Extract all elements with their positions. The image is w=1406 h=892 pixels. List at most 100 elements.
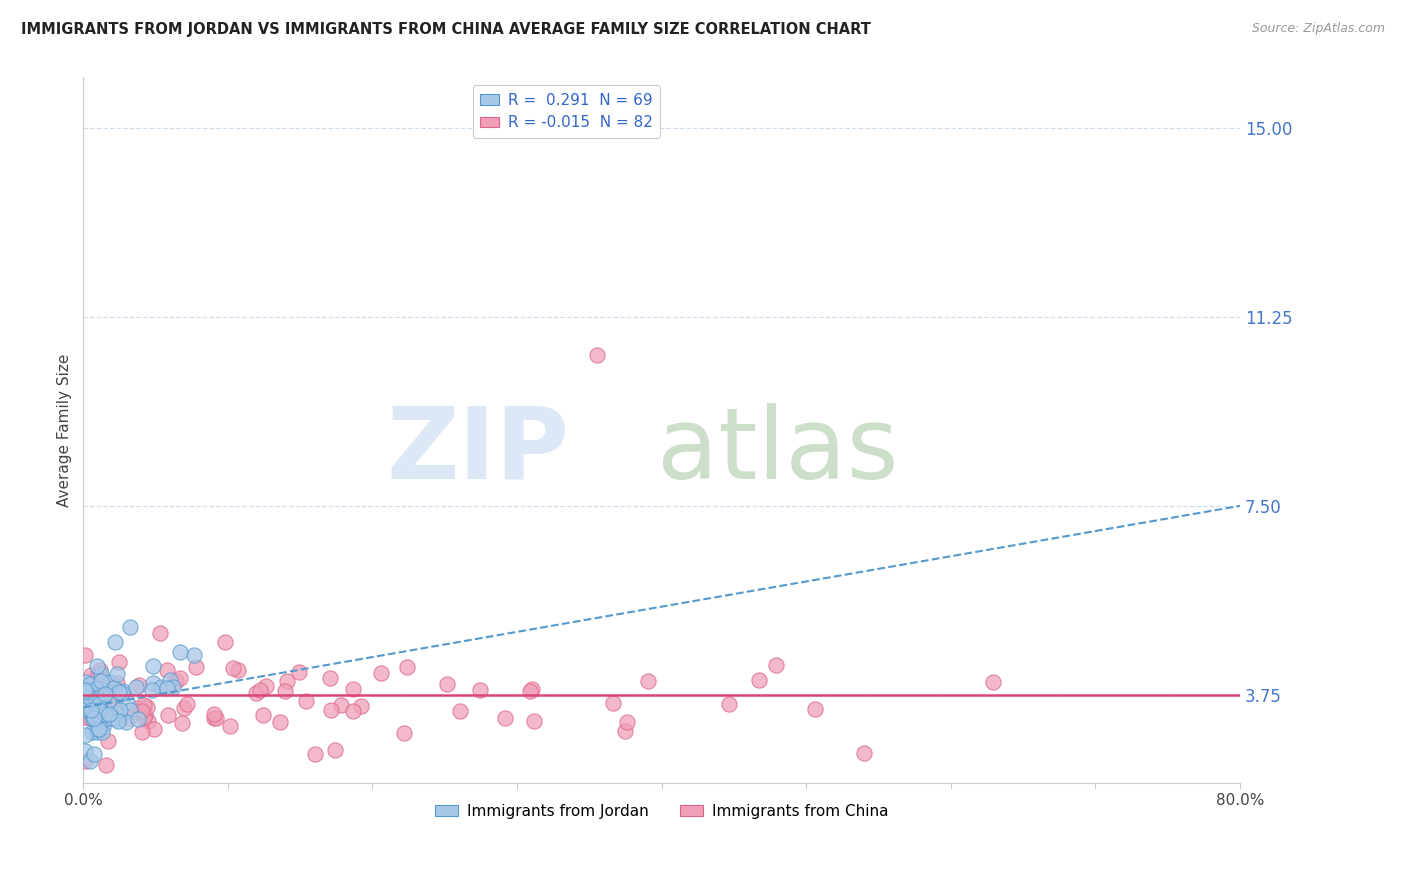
Point xyxy=(637,674,659,689)
Point xyxy=(87,703,110,717)
Point xyxy=(249,683,271,698)
Point xyxy=(90,693,112,707)
Point xyxy=(205,711,228,725)
Point xyxy=(142,659,165,673)
Point xyxy=(131,704,153,718)
Point xyxy=(156,663,179,677)
Point xyxy=(149,625,172,640)
Point xyxy=(173,701,195,715)
Point xyxy=(157,707,180,722)
Point xyxy=(89,708,111,723)
Point xyxy=(104,706,127,720)
Point xyxy=(132,710,155,724)
Text: ZIP: ZIP xyxy=(387,403,569,500)
Text: IMMIGRANTS FROM JORDAN VS IMMIGRANTS FROM CHINA AVERAGE FAMILY SIZE CORRELATION : IMMIGRANTS FROM JORDAN VS IMMIGRANTS FRO… xyxy=(21,22,870,37)
Point xyxy=(136,714,159,728)
Point xyxy=(852,746,875,760)
Point xyxy=(319,703,342,717)
Point xyxy=(75,754,97,768)
Point xyxy=(202,707,225,722)
Point xyxy=(118,620,141,634)
Point xyxy=(202,711,225,725)
Point xyxy=(86,722,108,736)
Point xyxy=(73,648,96,662)
Point xyxy=(73,695,96,709)
Point xyxy=(470,683,492,698)
Point xyxy=(93,712,115,726)
Point xyxy=(276,674,298,689)
Point xyxy=(82,712,104,726)
Point xyxy=(98,707,121,722)
Point xyxy=(77,690,100,704)
Point xyxy=(149,680,172,694)
Point xyxy=(107,714,129,729)
Point xyxy=(131,703,153,717)
Point xyxy=(165,673,187,688)
Point xyxy=(94,758,117,772)
Point xyxy=(170,716,193,731)
Point xyxy=(108,703,131,717)
Point xyxy=(82,725,104,739)
Point xyxy=(125,680,148,694)
Point xyxy=(79,677,101,691)
Point xyxy=(91,707,114,722)
Point xyxy=(108,684,131,698)
Point xyxy=(80,703,103,717)
Point xyxy=(134,698,156,713)
Point xyxy=(83,747,105,761)
Legend: Immigrants from Jordan, Immigrants from China: Immigrants from Jordan, Immigrants from … xyxy=(429,797,894,825)
Point xyxy=(89,697,111,711)
Point xyxy=(585,348,607,362)
Point xyxy=(76,702,98,716)
Point xyxy=(273,684,295,698)
Point xyxy=(79,711,101,725)
Point xyxy=(169,645,191,659)
Point xyxy=(101,711,124,725)
Point xyxy=(350,699,373,714)
Point xyxy=(616,715,638,730)
Point xyxy=(330,698,353,713)
Y-axis label: Average Family Size: Average Family Size xyxy=(58,353,72,507)
Point xyxy=(118,711,141,725)
Point xyxy=(87,665,110,680)
Point xyxy=(93,707,115,722)
Point xyxy=(288,665,311,679)
Point xyxy=(86,724,108,739)
Point xyxy=(90,705,112,719)
Point xyxy=(748,673,770,687)
Point xyxy=(602,696,624,710)
Point xyxy=(104,685,127,699)
Point xyxy=(105,712,128,726)
Point xyxy=(252,707,274,722)
Point xyxy=(87,678,110,692)
Point xyxy=(83,711,105,725)
Point xyxy=(111,686,134,700)
Point xyxy=(436,677,458,691)
Point xyxy=(120,702,142,716)
Point xyxy=(75,744,97,758)
Point xyxy=(89,698,111,712)
Point xyxy=(94,687,117,701)
Point xyxy=(449,704,471,718)
Point xyxy=(91,720,114,734)
Point xyxy=(304,747,326,761)
Point xyxy=(162,681,184,695)
Point xyxy=(75,675,97,690)
Point xyxy=(156,681,179,695)
Point xyxy=(112,684,135,698)
Point xyxy=(96,683,118,698)
Point xyxy=(103,681,125,695)
Point xyxy=(804,702,827,716)
Point xyxy=(254,679,277,693)
Point xyxy=(127,712,149,726)
Point xyxy=(90,666,112,681)
Point xyxy=(342,704,364,718)
Point xyxy=(981,675,1004,690)
Point xyxy=(89,706,111,720)
Point xyxy=(323,743,346,757)
Point xyxy=(87,723,110,737)
Point xyxy=(135,700,157,714)
Point xyxy=(75,701,97,715)
Point xyxy=(226,663,249,677)
Point xyxy=(159,673,181,687)
